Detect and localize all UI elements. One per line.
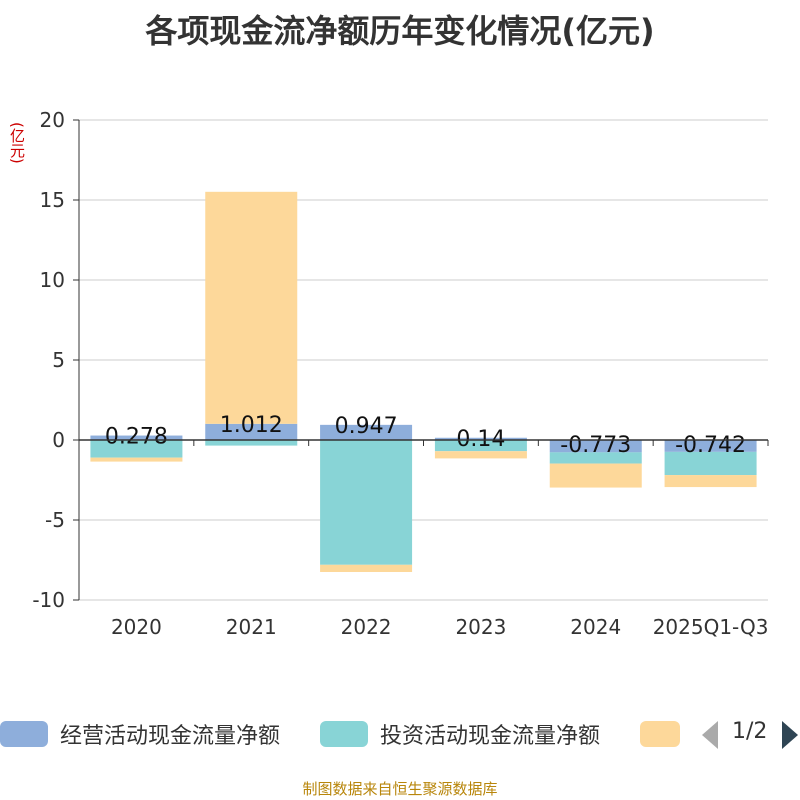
legend-page-indicator: 1/2 <box>732 719 768 744</box>
bar-financing <box>90 457 183 462</box>
bar-investing <box>90 440 183 458</box>
data-label: -0.742 <box>675 433 746 458</box>
bar-financing <box>664 475 757 488</box>
next-page-icon[interactable] <box>782 721 798 749</box>
bar-financing <box>205 191 298 424</box>
bar-investing <box>205 440 298 446</box>
y-axis-unit: (亿元) <box>8 122 26 164</box>
bar-operating <box>90 435 183 440</box>
chart-title: 各项现金流净额历年变化情况(亿元) <box>145 12 655 50</box>
source-footer: 制图数据来自恒生聚源数据库 <box>302 780 498 798</box>
legend-label-operating: 经营活动现金流量净额 <box>60 724 281 749</box>
stacked-bar-chart: 20 15 10 5 0 -5 -10 2020 0.278 2021 1.012 2022 0.947… <box>32 108 769 639</box>
bar-investing <box>549 452 642 464</box>
bar-investing <box>320 440 413 565</box>
data-label: 0.278 <box>105 425 168 450</box>
bar-investing <box>664 451 757 476</box>
x-tick-label: 2024 <box>570 615 621 639</box>
bar-operating <box>320 424 413 440</box>
y-tick-label: 10 <box>40 268 65 292</box>
data-label: 1.012 <box>220 413 283 438</box>
y-tick-label: 5 <box>52 348 65 372</box>
y-tick-label: 15 <box>40 188 65 212</box>
x-tick-label: 2021 <box>226 615 277 639</box>
x-tick-label: 2023 <box>455 615 506 639</box>
x-tick-label: 2022 <box>341 615 392 639</box>
bar-investing <box>434 440 527 452</box>
legend: 经营活动现金流量净额 投资活动现金流量净额 1/2 <box>0 715 800 755</box>
legend-pager: 1/2 <box>700 719 800 753</box>
data-label: 0.947 <box>335 414 398 439</box>
legend-swatch-operating <box>0 721 48 747</box>
y-tick-label: 0 <box>52 428 65 452</box>
bar-financing <box>434 451 527 459</box>
data-label: -0.773 <box>560 433 631 458</box>
legend-swatch-financing <box>640 721 680 747</box>
legend-label-investing: 投资活动现金流量净额 <box>380 724 601 749</box>
y-tick-label: 20 <box>40 108 65 132</box>
x-tick-label: 2020 <box>111 615 162 639</box>
prev-page-icon[interactable] <box>702 721 718 749</box>
x-tick-label: 2025Q1-Q3 <box>653 615 769 639</box>
y-tick-label: -10 <box>32 588 65 612</box>
bar-operating <box>434 437 527 440</box>
y-tick-label: -5 <box>45 508 65 532</box>
bar-financing <box>320 564 413 572</box>
legend-swatch-investing <box>320 721 368 747</box>
bar-operating <box>549 440 642 453</box>
bar-operating <box>205 423 298 440</box>
bar-financing <box>549 463 642 488</box>
bar-operating <box>664 440 757 452</box>
